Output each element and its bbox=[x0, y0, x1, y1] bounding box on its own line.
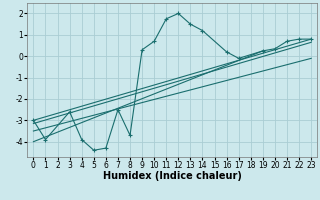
X-axis label: Humidex (Indice chaleur): Humidex (Indice chaleur) bbox=[103, 171, 242, 181]
